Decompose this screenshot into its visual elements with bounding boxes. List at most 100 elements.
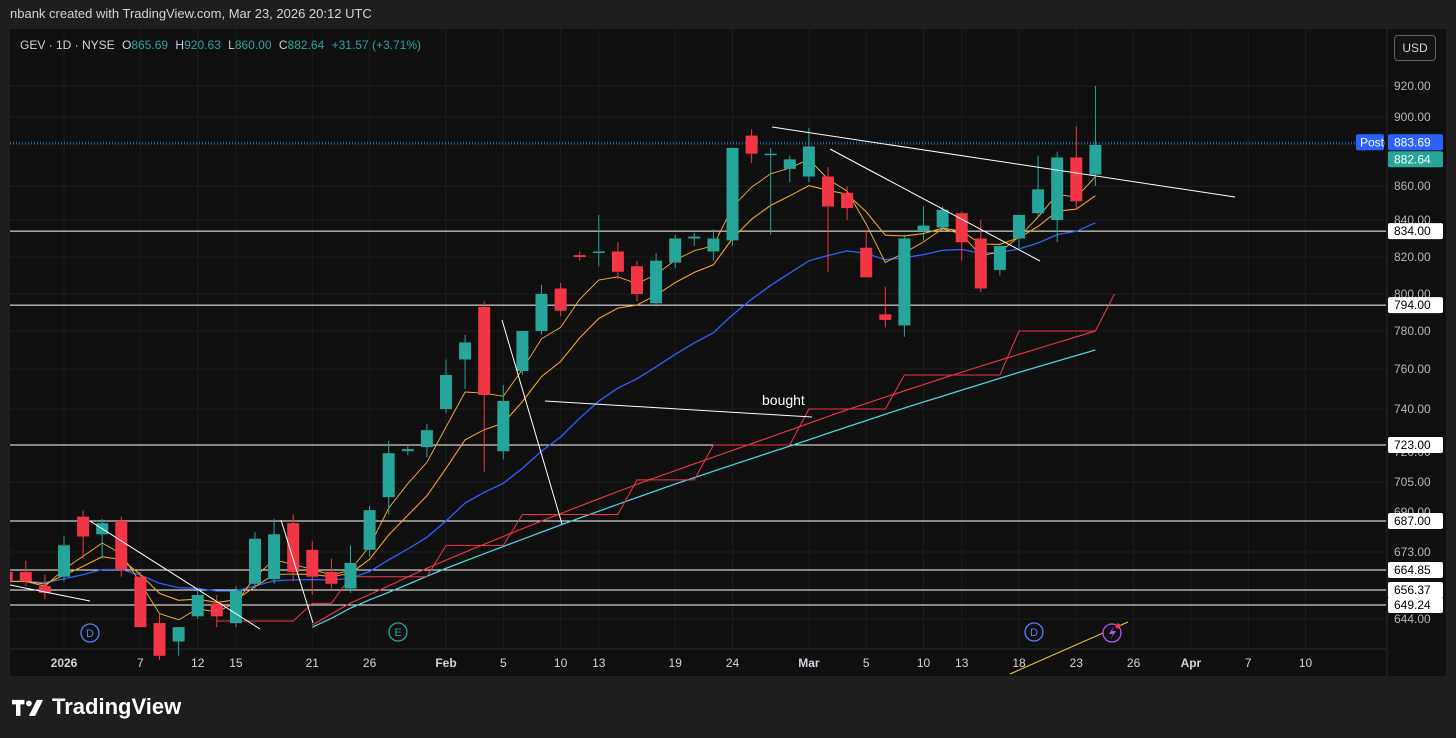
x-tick-label: 5 [863,656,870,670]
candle-body [936,209,949,228]
open-value: 865.69 [131,38,169,52]
candle [554,282,567,317]
ohlc-legend: GEV · 1D · NYSE O865.69 H920.63 L860.00 … [20,38,421,52]
last-price-label: 882.64 [1394,152,1431,166]
y-tick-label: 740.00 [1394,402,1431,416]
candle-body [172,627,185,642]
candle-body [210,603,223,617]
candle [1089,86,1102,186]
trendline-annotation [771,126,1236,198]
trendline-annotation [280,519,314,624]
candle [459,334,472,389]
low-value: 860.00 [234,38,272,52]
close-label: C [278,38,288,52]
level-label-box [1388,597,1443,613]
candle [1032,155,1045,217]
open-label: O [122,38,132,52]
candle [344,545,357,593]
y-tick-label: 900.00 [1394,110,1431,124]
candle [134,572,147,628]
dividend-marker: D [80,623,100,643]
candle [210,594,223,628]
candle [382,440,395,515]
candle-body [554,288,567,311]
candle [58,536,70,582]
candle-body [802,146,815,177]
y-tick-label: 780.00 [1394,324,1431,338]
chart-pane[interactable]: 920.00 900.00 860.00 840.00 820.00 800.00 780.… [10,29,1446,676]
candle [363,505,376,557]
candle [611,242,624,280]
high-label: H [175,38,185,52]
candle-body [249,538,261,584]
y-tick-label: 820.00 [1394,250,1431,264]
x-tick-label: 2026 [51,656,78,670]
x-tick-label: 24 [726,656,740,670]
candle [764,148,777,235]
trendline-annotation [544,400,813,418]
candle-body [497,401,510,452]
candle [1013,214,1025,248]
x-tick-label: 19 [669,656,683,670]
symbol-label[interactable]: GEV · 1D · NYSE [20,38,115,52]
y-tick-label: 705.00 [1394,475,1431,489]
x-tick-label: 13 [592,656,606,670]
candle-body [974,238,987,289]
earnings-marker: E [388,622,408,642]
dividend-marker-label: D [86,628,94,640]
candle-body [77,516,90,537]
candle-body [822,176,834,207]
candle-body [669,238,682,263]
candle-body [860,247,873,278]
candle [306,540,319,595]
candle-body [325,572,338,584]
candle [936,206,949,232]
red-step-line [216,293,1115,622]
candle [38,574,51,600]
dividend-marker: D [1024,622,1044,642]
candle [917,206,930,241]
level-label: 794.00 [1394,298,1431,312]
candle-body [1070,157,1083,202]
last-price-box [1388,151,1443,168]
candle-body [459,342,472,360]
x-tick-label: 5 [500,656,507,670]
x-tick-label: 21 [306,656,320,670]
candle-body [764,153,777,156]
price-chart[interactable]: 920.00900.00860.00840.00820.00800.00780.… [10,29,1446,676]
level-label: 664.85 [1394,563,1431,577]
y-tick-label: 760.00 [1394,362,1431,376]
candle [993,245,1006,276]
candle [535,284,548,335]
x-tick-label: 26 [363,656,377,670]
change-value: +31.57 (+3.71%) [331,38,421,52]
candle-body [783,159,796,169]
dividend-marker-circle [80,623,100,643]
level-label-box [1388,562,1443,578]
grid-lines [10,29,1386,649]
currency-button[interactable]: USD [1394,35,1436,61]
y-tick-label: 673.00 [1394,545,1431,559]
candle-body [344,563,357,589]
level-label: 649.24 [1394,598,1431,612]
level-label-box [1388,223,1443,240]
dividend-marker-label: D [1030,627,1038,639]
candle-body [993,245,1006,270]
candle-body [420,430,433,448]
candle [115,516,128,577]
candle [10,572,13,582]
candle-body [229,590,242,624]
candle-body [745,135,758,154]
candle [707,229,720,261]
candle [592,214,605,267]
bought-annotation: bought [762,392,805,408]
alert-dot-icon [1115,623,1121,629]
candle [516,331,529,375]
candle-body [58,545,70,577]
candle-body [287,523,300,573]
candle-body [611,251,624,272]
x-tick-label: 13 [955,656,969,670]
x-tick-label: 7 [1245,656,1252,670]
candle-body [879,314,892,320]
candle [77,510,90,559]
